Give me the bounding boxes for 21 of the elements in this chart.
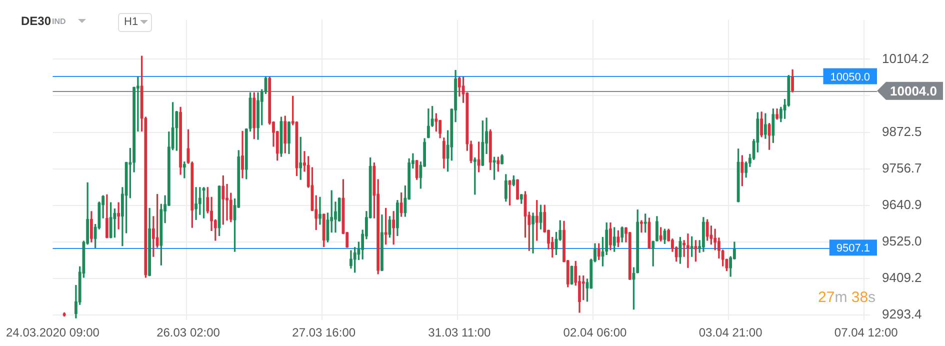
- x-tick-label: 02.04 06:00: [563, 326, 628, 340]
- x-tick-label: 31.03 11:00: [428, 326, 491, 340]
- y-tick-label: 9756.7: [882, 160, 922, 176]
- chart-title: DE30: [21, 14, 52, 28]
- y-tick-label: 9872.5: [882, 124, 922, 139]
- annotation: H1: [124, 16, 138, 28]
- chart-subtitle: IND: [52, 17, 66, 26]
- x-tick-label: 03.04 21:00: [698, 326, 763, 340]
- ref-line-label: 9507.1: [836, 242, 870, 255]
- ref-line-label: 10050.0: [830, 71, 870, 84]
- y-tick-label: 9525.0: [882, 234, 922, 249]
- x-tick-label: 07.04 12:00: [834, 326, 898, 340]
- x-tick-label: 27.03 16:00: [292, 326, 356, 340]
- y-tick-label: 9409.2: [882, 270, 922, 286]
- x-tick-label: 26.03 02:00: [156, 326, 220, 340]
- annotation: 27m 38s: [818, 289, 876, 306]
- y-tick-label: 9640.9: [882, 197, 922, 212]
- y-tick-label: 9293.4: [882, 306, 922, 322]
- y-tick-label: 10104.2: [882, 50, 929, 66]
- x-tick-label: 24.03.2020 09:00: [6, 326, 100, 340]
- ref-line-label: 10004.0: [890, 83, 937, 98]
